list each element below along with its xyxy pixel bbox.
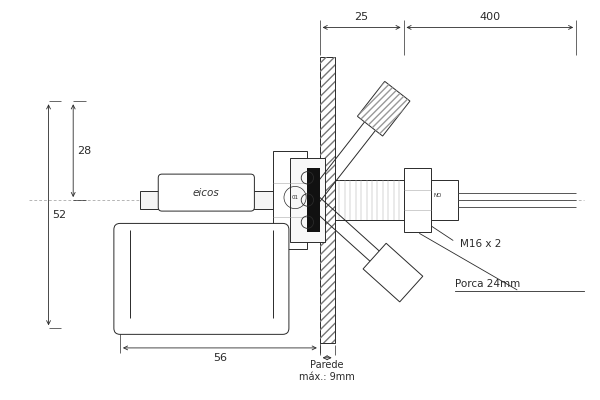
Bar — [431, 180, 458, 220]
Bar — [290, 158, 325, 242]
Bar — [273, 151, 307, 249]
Text: 56: 56 — [213, 353, 227, 363]
Bar — [320, 57, 335, 343]
Text: 28: 28 — [77, 146, 91, 156]
FancyBboxPatch shape — [114, 224, 289, 334]
Polygon shape — [358, 81, 410, 136]
Text: 400: 400 — [479, 12, 500, 22]
Bar — [320, 57, 335, 343]
Bar — [404, 168, 431, 232]
Text: Parede
máx.: 9mm: Parede máx.: 9mm — [299, 360, 355, 382]
Text: M16 x 2: M16 x 2 — [460, 239, 502, 249]
Text: 01: 01 — [292, 195, 299, 200]
Bar — [307, 168, 320, 232]
FancyBboxPatch shape — [158, 174, 254, 211]
Bar — [335, 180, 404, 220]
Polygon shape — [363, 243, 423, 302]
Bar — [140, 191, 315, 209]
Text: 52: 52 — [52, 210, 67, 220]
Text: NO: NO — [433, 192, 442, 198]
Text: Porca 24mm: Porca 24mm — [455, 279, 521, 289]
Text: 25: 25 — [355, 12, 368, 22]
Text: eicos: eicos — [193, 188, 220, 198]
